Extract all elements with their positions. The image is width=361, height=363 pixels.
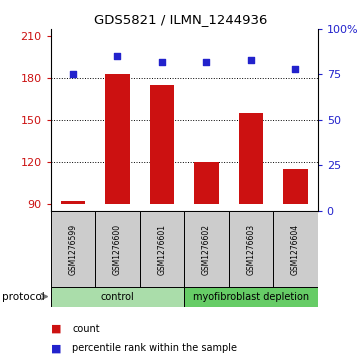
Text: myofibroblast depletion: myofibroblast depletion [193,292,309,302]
Bar [149,85,174,204]
Text: protocol: protocol [2,291,44,302]
Text: count: count [72,323,100,334]
Point [204,59,209,65]
Text: ■: ■ [51,343,61,354]
Bar [51,287,184,307]
Text: percentile rank within the sample: percentile rank within the sample [72,343,237,354]
Text: GSM1276603: GSM1276603 [247,224,255,275]
Bar [194,162,219,204]
Bar [51,211,95,289]
Bar [95,211,140,289]
Bar [61,201,85,204]
Point [292,66,298,72]
Point [248,57,254,63]
Bar [239,113,263,204]
Text: GSM1276600: GSM1276600 [113,224,122,275]
Text: GSM1276601: GSM1276601 [157,224,166,275]
Bar [105,74,130,204]
Bar [283,169,308,204]
Text: ■: ■ [51,323,61,334]
Text: control: control [100,292,134,302]
Bar [273,211,318,289]
Point [70,72,76,77]
Point [159,59,165,65]
Text: GSM1276599: GSM1276599 [68,224,77,275]
Text: GSM1276602: GSM1276602 [202,224,211,275]
Text: GSM1276604: GSM1276604 [291,224,300,275]
Bar [229,211,273,289]
Point [114,53,120,59]
Bar [184,287,318,307]
Bar [184,211,229,289]
Bar [140,211,184,289]
Text: GDS5821 / ILMN_1244936: GDS5821 / ILMN_1244936 [94,13,267,26]
